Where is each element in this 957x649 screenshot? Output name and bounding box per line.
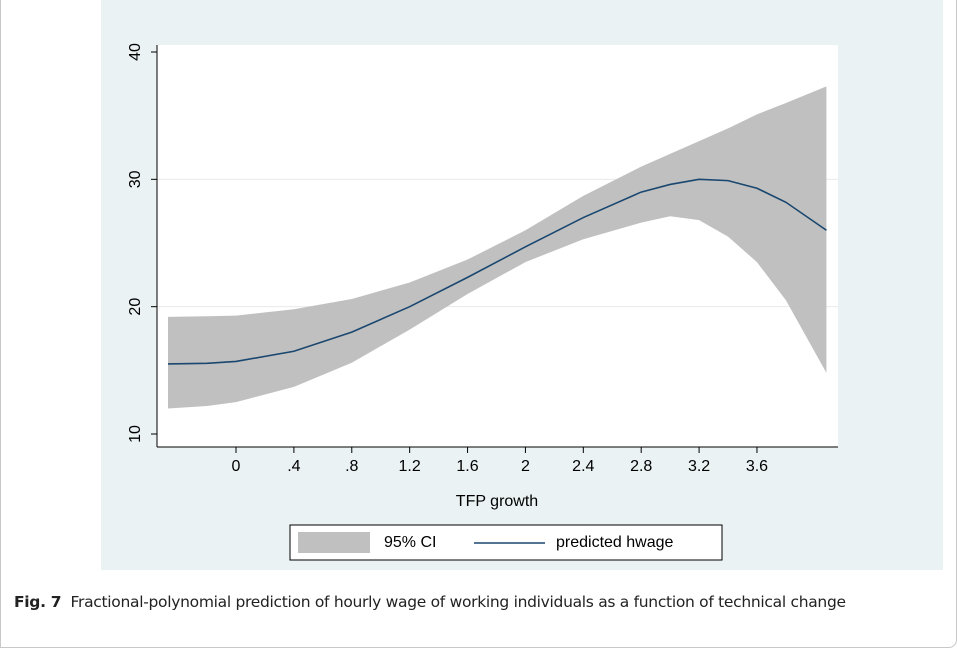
caption-text: Fractional-polynomial prediction of hour… bbox=[70, 593, 846, 611]
ci-band bbox=[167, 86, 827, 409]
x-tick-label: 3.6 bbox=[746, 458, 768, 475]
y-tick-label: 40 bbox=[127, 43, 144, 61]
x-tick-label: 2.4 bbox=[572, 458, 594, 475]
x-tick-label: .4 bbox=[287, 458, 300, 475]
chart: TFP growth 10 20 30 40 0 .4 .8 1.2 1.6 2 2.4 2.8 3.2… bbox=[101, 0, 943, 570]
y-tick-label: 30 bbox=[127, 170, 144, 188]
x-tick-label: 2 bbox=[521, 458, 530, 475]
x-tick-label: 2.8 bbox=[630, 458, 652, 475]
x-tick-label: 0 bbox=[232, 458, 241, 475]
x-tick-label: 1.6 bbox=[456, 458, 478, 475]
caption-label: Fig. 7 bbox=[14, 593, 62, 611]
legend-label: predicted hwage bbox=[556, 534, 674, 551]
y-tick-label: 20 bbox=[127, 298, 144, 316]
x-tick-label: 1.2 bbox=[399, 458, 421, 475]
x-tick-label: .8 bbox=[345, 458, 358, 475]
x-axis-label: TFP growth bbox=[456, 493, 538, 510]
legend-swatch bbox=[298, 532, 370, 553]
x-tick-label: 3.2 bbox=[688, 458, 710, 475]
caption: Fig. 7 Fractional-polynomial prediction … bbox=[14, 592, 934, 613]
legend-label: 95% CI bbox=[384, 534, 436, 551]
prediction-line bbox=[167, 178, 827, 365]
y-tick-label: 10 bbox=[127, 425, 144, 443]
